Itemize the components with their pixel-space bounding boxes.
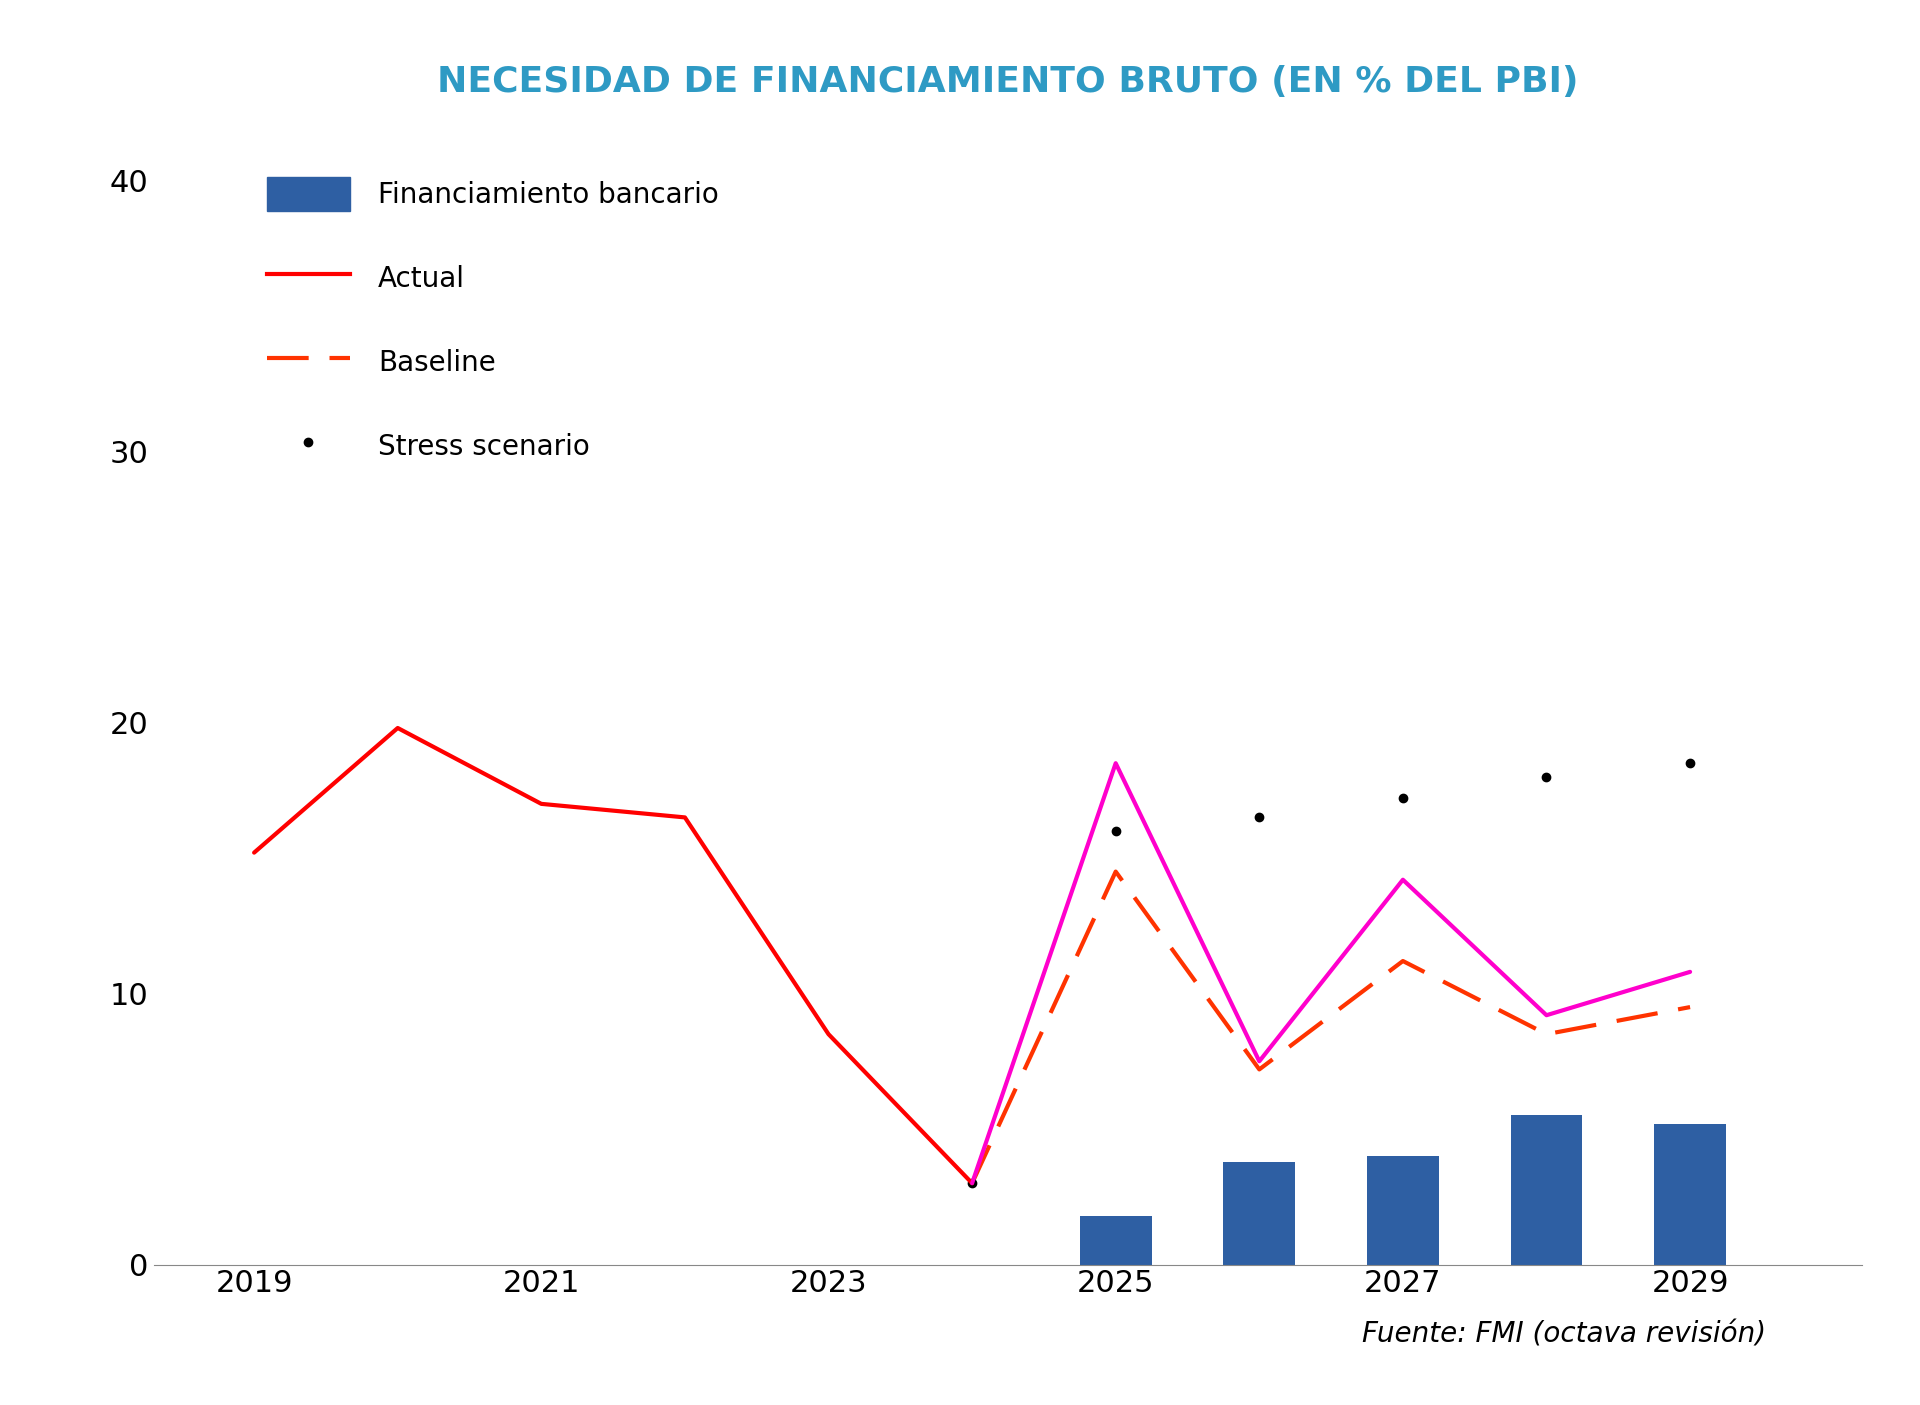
Bar xyxy=(1655,1124,1726,1264)
Bar xyxy=(1079,1215,1152,1264)
Bar xyxy=(1367,1156,1438,1264)
Bar xyxy=(1511,1116,1582,1265)
Bar xyxy=(1223,1162,1296,1264)
Text: Fuente: FMI (octava revisión): Fuente: FMI (octava revisión) xyxy=(1363,1321,1766,1349)
Title: NECESIDAD DE FINANCIAMIENTO BRUTO (EN % DEL PBI): NECESIDAD DE FINANCIAMIENTO BRUTO (EN % … xyxy=(438,65,1578,98)
Legend: Financiamiento bancario, Actual, Baseline, Stress scenario: Financiamiento bancario, Actual, Baselin… xyxy=(253,163,733,476)
